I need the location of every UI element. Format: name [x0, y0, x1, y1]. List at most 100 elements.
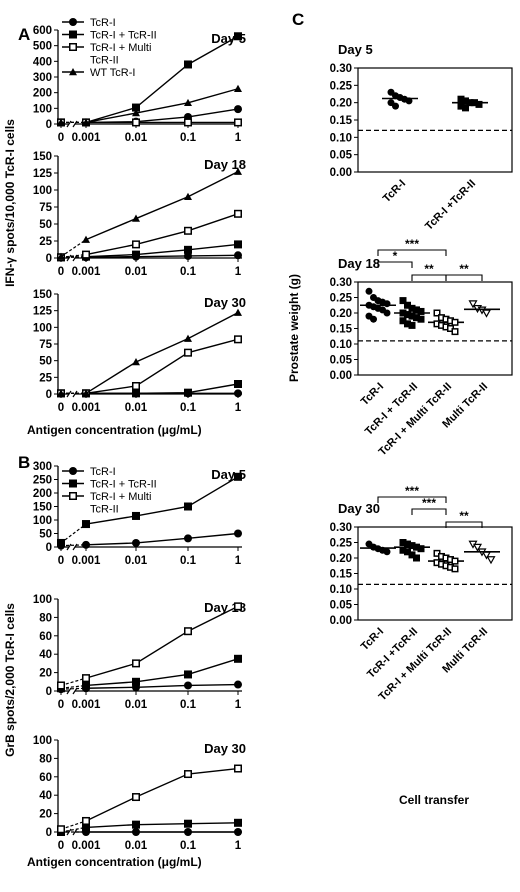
data-point	[184, 334, 192, 342]
y-tick-label: 60	[39, 772, 52, 784]
data-point	[234, 32, 242, 41]
y-tick-label: 50	[39, 219, 52, 231]
y-tick-label: 0.00	[330, 615, 352, 627]
x-tick-label: 0.1	[180, 840, 197, 852]
legend-label: TcR-I + TcR-II	[90, 30, 157, 42]
data-point	[234, 389, 242, 398]
data-point	[466, 99, 474, 107]
plot-frame	[357, 67, 513, 173]
data-point	[132, 358, 140, 366]
legend-label: TcR-I + Multi	[90, 491, 151, 503]
data-point	[234, 308, 242, 316]
legend-marker	[69, 30, 77, 39]
plot-frame	[357, 526, 513, 621]
y-tick-label: 0.25	[330, 80, 353, 92]
data-point	[184, 770, 192, 779]
y-tick-label: 0	[46, 389, 52, 401]
y-tick-label: 0.00	[330, 370, 352, 382]
data-point	[234, 818, 242, 827]
y-tick-label: 200	[33, 488, 52, 500]
data-point	[451, 328, 459, 336]
y-tick-label: 0.20	[330, 308, 352, 320]
data-point	[132, 659, 140, 668]
data-point	[462, 104, 469, 112]
chart-title: Day 5	[338, 42, 373, 57]
data-point	[82, 235, 90, 243]
y-tick-label: 0.30	[330, 63, 352, 75]
axis-break	[66, 254, 72, 262]
axis-break	[66, 543, 72, 551]
data-point	[132, 389, 140, 398]
x-tick-label: 0.1	[180, 266, 197, 278]
data-point	[481, 309, 492, 318]
y-axis-title-a: IFN-γ spots/10,000 TcR-I cells	[3, 119, 17, 287]
x-tick-label: 0	[58, 402, 64, 414]
legend-label: TcR-II	[90, 55, 119, 67]
data-point	[365, 287, 373, 295]
significance-bracket	[377, 249, 447, 256]
y-tick-label: 0	[46, 827, 52, 839]
y-tick-label: 0	[46, 253, 52, 265]
data-point	[82, 540, 90, 549]
x-tick-label: 1	[235, 555, 242, 567]
y-tick-label: 25	[39, 236, 52, 248]
chart-title: Day 30	[204, 741, 246, 756]
x-tick-label: 0	[58, 132, 64, 144]
panel-label-c: C	[292, 10, 304, 29]
legend-label: TcR-I	[90, 466, 116, 478]
data-point	[408, 312, 416, 320]
y-tick-label: 150	[33, 289, 52, 301]
data-point	[408, 551, 416, 559]
data-point	[234, 209, 242, 218]
x-tick-label: 0.01	[125, 132, 148, 144]
data-point	[184, 98, 192, 107]
data-point	[82, 389, 90, 397]
data-point	[184, 819, 192, 828]
y-tick-label: 150	[33, 151, 52, 163]
data-point	[408, 304, 416, 312]
chart-title: Day 18	[338, 256, 380, 271]
x-tick-label: 0	[58, 266, 64, 278]
data-point	[132, 538, 140, 547]
series-line-break	[60, 687, 87, 690]
x-tick-label: 0.1	[180, 699, 197, 711]
data-point	[57, 538, 65, 547]
series-line-break	[60, 677, 87, 687]
series-line	[85, 243, 239, 258]
series-line	[85, 213, 239, 256]
significance-bracket	[377, 261, 413, 268]
x-category-label: TcR-I	[359, 381, 386, 408]
data-point	[481, 551, 492, 560]
y-tick-label: 100	[33, 735, 52, 747]
y-tick-label: 0.05	[330, 355, 353, 367]
data-point	[457, 95, 465, 103]
series-line	[85, 476, 239, 525]
data-point	[184, 627, 192, 636]
data-point	[234, 105, 242, 114]
series-line-break	[60, 826, 87, 833]
data-point	[234, 654, 242, 663]
y-tick-label: 75	[39, 339, 52, 351]
significance-label: **	[424, 262, 434, 276]
legend-marker	[69, 479, 77, 488]
series-line-break	[60, 544, 87, 547]
y-tick-label: 0	[46, 542, 52, 554]
data-point	[404, 548, 411, 556]
y-tick-label: 0.25	[330, 293, 353, 305]
y-tick-label: 300	[33, 461, 52, 473]
x-tick-label: 0.01	[125, 266, 148, 278]
data-point	[184, 670, 192, 679]
data-point	[408, 321, 416, 329]
data-point	[132, 820, 140, 829]
legend-marker	[69, 68, 77, 76]
y-tick-label: 125	[33, 168, 53, 180]
x-axis-title-c: Cell transfer	[399, 793, 469, 807]
chart-a-day30: 0 25 50 75 100 125 150 0 0.001 0.01 0.1 1 Day 30	[33, 289, 246, 414]
data-point	[57, 825, 65, 834]
y-tick-label: 0.25	[330, 538, 353, 550]
y-tick-label: 100	[33, 322, 52, 334]
data-point	[82, 520, 90, 529]
x-tick-label: 0.1	[180, 555, 197, 567]
